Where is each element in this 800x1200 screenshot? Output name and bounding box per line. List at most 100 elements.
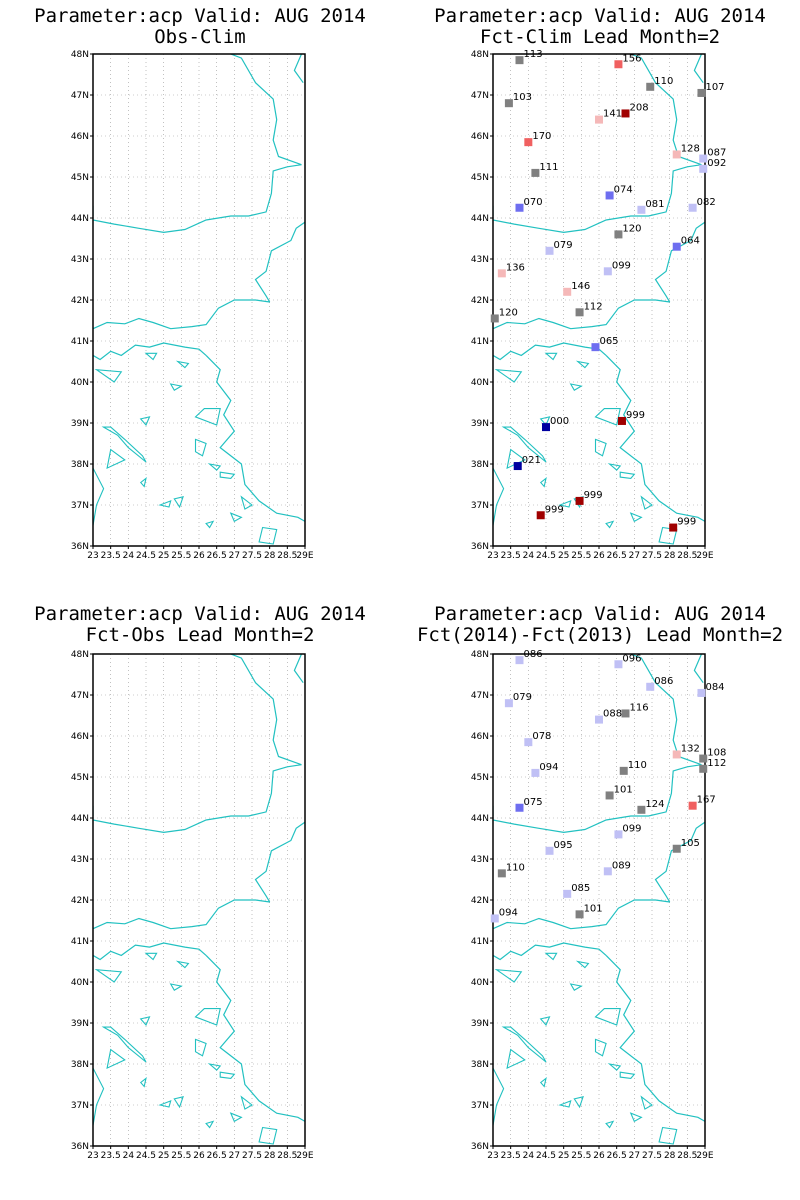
island-outline [139, 1016, 151, 1027]
lon-tick-label: 24 [123, 1151, 135, 1161]
island-outline [169, 383, 183, 391]
island-outline [207, 1063, 222, 1071]
station-value-label: 141 [603, 109, 622, 120]
station-marker [595, 715, 603, 724]
panel-title: Parameter:acp Valid: AUG 2014 Fct(2014)-… [400, 604, 800, 646]
station-value-label: 107 [705, 82, 724, 93]
gridlines [493, 654, 705, 1146]
lon-tick-label: 24 [523, 1151, 535, 1161]
station-marker [536, 511, 545, 520]
station-value-label: 124 [645, 799, 664, 810]
lon-tick-label: 26.5 [207, 551, 227, 561]
coastline [254, 221, 305, 303]
lon-tick-label: 28 [664, 1151, 676, 1161]
island-outline [575, 960, 590, 969]
station-value-label: 999 [677, 517, 696, 528]
island-outline [207, 463, 222, 471]
island-outline [173, 1096, 184, 1109]
island-outline [506, 1048, 526, 1070]
island-outline [629, 1112, 643, 1123]
lat-tick-label: 39N [471, 1019, 489, 1029]
coastlines [493, 654, 705, 1183]
lon-tick-label: 27.5 [242, 551, 262, 561]
panel-title-line1: Parameter:acp Valid: AUG 2014 [34, 5, 366, 27]
station-value-label: 999 [545, 504, 564, 515]
station-value-label: 070 [524, 197, 543, 208]
island-outline [128, 567, 209, 583]
island-outline [493, 467, 505, 526]
lon-tick-label: 29E [296, 551, 313, 561]
lat-tick-label: 38N [471, 460, 489, 470]
station-marker [672, 750, 681, 759]
coastline [205, 354, 305, 522]
lon-tick-label: 27 [229, 551, 240, 561]
lon-tick-label: 28.5 [677, 1151, 697, 1161]
island-outline [493, 1067, 505, 1126]
panel-title: Parameter:acp Valid: AUG 2014 Fct-Clim L… [400, 6, 800, 48]
lat-tick-label: 36N [471, 542, 489, 552]
island-outline [101, 1026, 147, 1063]
lon-tick-label: 27 [229, 1151, 240, 1161]
lon-tick-label: 27.5 [642, 551, 662, 561]
station-marker [637, 805, 646, 814]
lat-tick-label: 45N [71, 173, 89, 183]
coastline [229, 54, 302, 166]
lat-tick-label: 38N [471, 1060, 489, 1070]
island-outline [501, 1026, 547, 1063]
island-outline [106, 448, 126, 470]
station-value-label: 064 [681, 236, 700, 247]
lat-tick-label: 36N [71, 1142, 89, 1152]
island-outline [558, 499, 572, 508]
coastline [293, 54, 304, 84]
lat-tick-label: 46N [71, 132, 89, 142]
station-value-label: 120 [622, 223, 641, 234]
station-marker [524, 738, 533, 747]
island-outline [219, 1071, 236, 1079]
station-marker [513, 462, 522, 471]
station-value-label: 112 [584, 301, 603, 312]
lat-tick-label: 44N [471, 214, 489, 224]
island-outline [101, 426, 147, 463]
station-value-label: 094 [499, 907, 518, 918]
lon-tick-label: 23 [87, 551, 98, 561]
station-marker [617, 416, 626, 425]
lon-tick-label: 29E [696, 1151, 713, 1161]
station-marker [575, 496, 584, 505]
panel-title-line1: Parameter:acp Valid: AUG 2014 [434, 5, 766, 27]
station-marker [697, 688, 706, 697]
station-value-label: 156 [622, 53, 641, 64]
station-marker [575, 910, 584, 919]
station-value-label: 078 [532, 731, 551, 742]
coastline [693, 54, 704, 84]
island-outline [544, 352, 558, 361]
lat-tick-label: 46N [471, 732, 489, 742]
station-value-label: 120 [499, 307, 518, 318]
lat-tick-label: 41N [471, 337, 489, 347]
lon-tick-label: 23 [487, 1151, 498, 1161]
island-outline [569, 383, 583, 391]
station-value-label: 116 [630, 702, 649, 713]
station-marker [619, 766, 628, 775]
station-marker [490, 914, 499, 923]
lat-tick-label: 40N [471, 378, 489, 388]
station-value-label: 112 [707, 758, 726, 769]
lat-tick-label: 40N [71, 978, 89, 988]
panel-title-line2: Fct(2014)-Fct(2013) Lead Month=2 [416, 624, 784, 646]
island-outline [619, 471, 636, 479]
island-outline [175, 360, 190, 369]
station-value-label: 208 [630, 102, 649, 113]
station-marker [621, 709, 630, 718]
island-outline [528, 1167, 609, 1183]
island-outline [128, 1167, 209, 1183]
lon-tick-label: 25.5 [571, 1151, 591, 1161]
island-outline [93, 467, 105, 526]
lat-tick-label: 44N [71, 214, 89, 224]
island-outline [240, 1095, 253, 1110]
coastline [493, 764, 702, 834]
lat-tick-label: 41N [71, 937, 89, 947]
lat-tick-label: 44N [471, 814, 489, 824]
lon-tick-label: 27 [629, 551, 640, 561]
island-outline [573, 1096, 584, 1109]
